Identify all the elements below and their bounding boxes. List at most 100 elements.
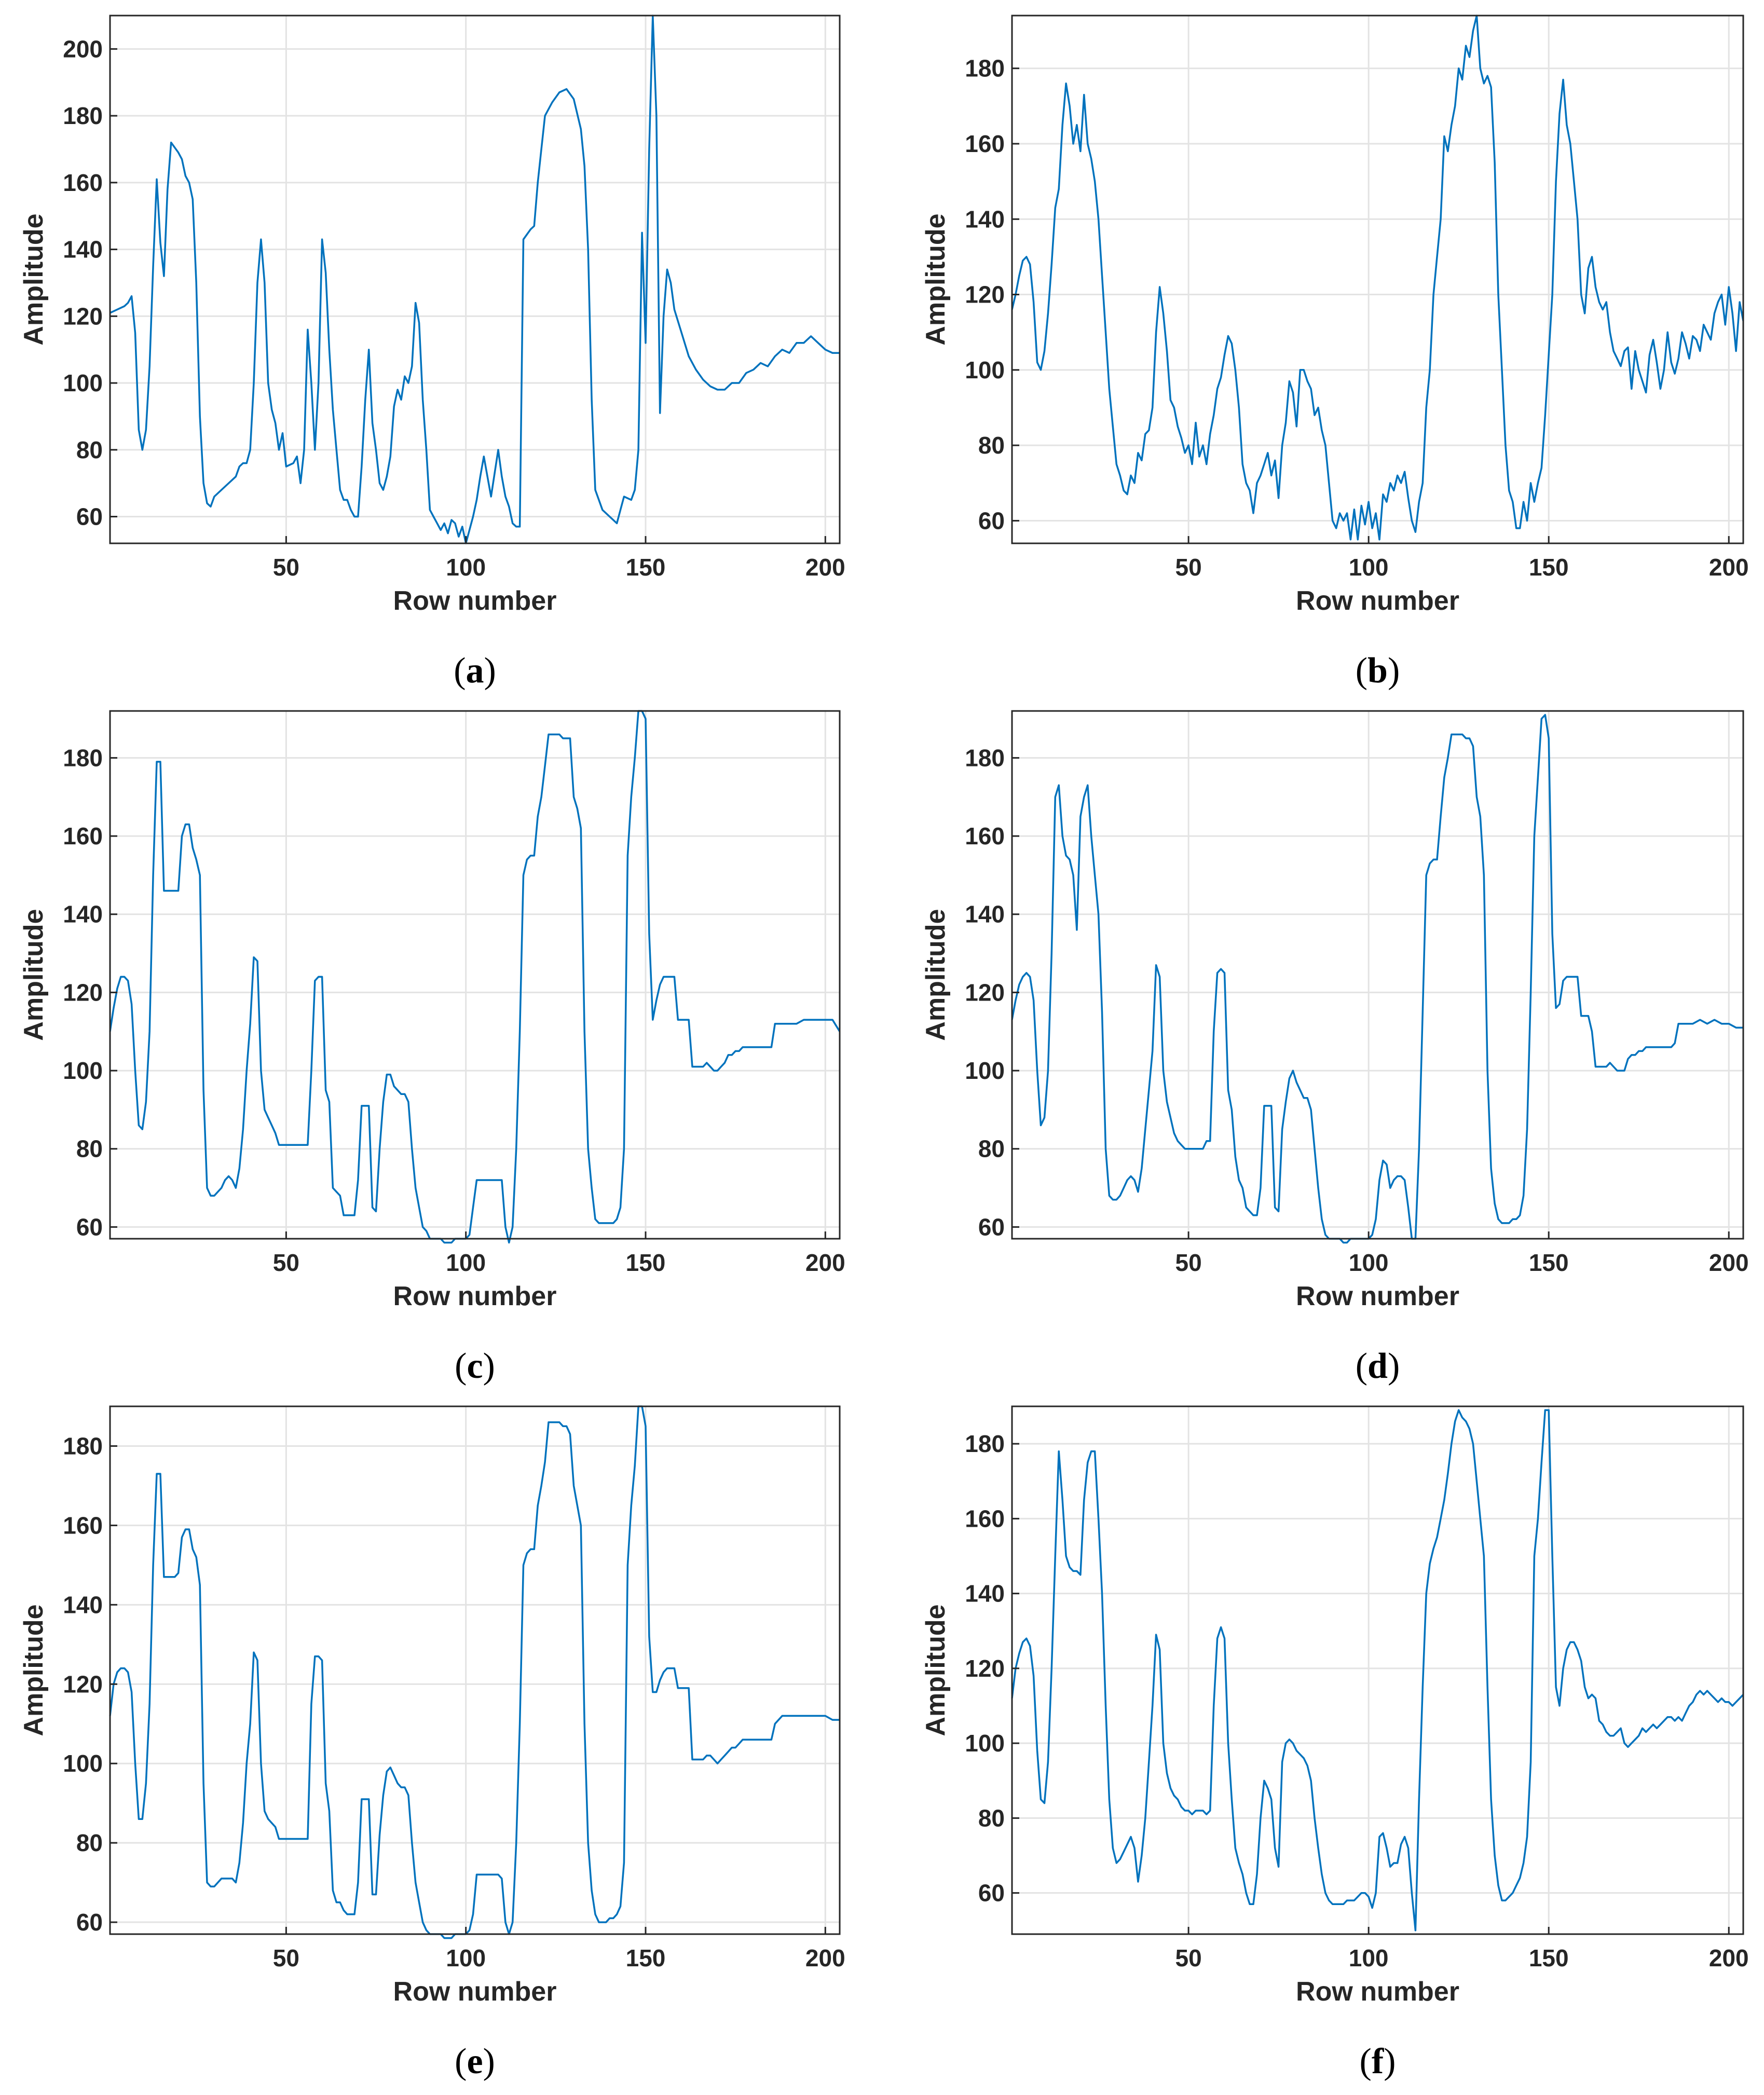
x-tick-label: 200 [1709,1249,1749,1276]
panel-caption: (e) [455,2042,495,2082]
x-tick-label: 150 [626,1249,666,1276]
panel-caption: (d) [1356,1346,1400,1386]
y-tick-label: 80 [76,1829,103,1856]
axes-frame [109,710,841,1240]
y-tick-label: 60 [76,1909,103,1936]
caption-letter: f [1372,2042,1384,2082]
x-tick-label: 50 [273,1249,299,1276]
y-tick-label: 100 [63,1057,103,1084]
y-tick-label: 160 [965,1505,1005,1532]
x-tick-label: 100 [446,1249,486,1276]
chart-panel-f: 50 100 150 200 60 80 100 120 140 160 180 Row number… [921,1405,1749,2082]
x-axis-label: Row number [393,1281,557,1311]
x-axis-label: Row number [1296,1977,1459,2007]
panel-caption: (c) [455,1346,495,1386]
y-tick-label: 140 [63,901,103,928]
plot-area [1012,711,1743,1239]
caption-close-paren: ) [484,651,496,691]
x-tick-label: 150 [1529,1249,1569,1276]
chart-panel-a: 50 100 150 200 60 80 100 120 140 160 180 200 Row num… [19,15,845,691]
x-tick-label: 150 [626,554,666,581]
y-tick-label: 80 [978,432,1005,459]
x-tick-label: 100 [1349,1945,1389,1971]
axes-frame [1011,1405,1744,1935]
x-tick-label: 100 [446,554,486,581]
caption-close-paren: ) [1388,1346,1400,1386]
plot-area [110,711,840,1239]
y-tick-label: 100 [965,357,1005,384]
y-axis-label: Amplitude [19,213,49,345]
axes-frame [109,1405,841,1935]
y-tick-label: 100 [965,1057,1005,1084]
y-tick-label: 180 [965,744,1005,771]
x-tick-label: 100 [446,1945,486,1971]
x-tick-label: 200 [805,1249,845,1276]
x-tick-label: 50 [273,1945,299,1971]
caption-close-paren: ) [1384,2042,1396,2082]
x-tick-label: 200 [805,1945,845,1971]
y-tick-label: 160 [63,823,103,850]
y-tick-label: 120 [965,979,1005,1006]
chart-panel-c: 50 100 150 200 60 80 100 120 140 160 180 Row number… [19,710,845,1386]
caption-letter: c [467,1346,483,1386]
y-axis-label: Amplitude [921,909,951,1040]
caption-open-paren: ( [455,2042,467,2082]
y-tick-label: 200 [63,35,103,62]
y-tick-label: 60 [76,503,103,530]
y-tick-label: 160 [965,823,1005,850]
y-tick-label: 140 [965,206,1005,232]
y-tick-label: 180 [965,1430,1005,1457]
y-tick-label: 180 [965,55,1005,82]
y-tick-label: 140 [63,1591,103,1618]
x-tick-label: 150 [626,1945,666,1971]
x-tick-label: 100 [1349,1249,1389,1276]
y-tick-label: 160 [63,1512,103,1539]
y-tick-label: 140 [965,901,1005,928]
y-tick-label: 80 [76,1135,103,1162]
y-axis-label: Amplitude [921,1604,951,1736]
y-axis-label: Amplitude [921,213,951,345]
y-axis-label: Amplitude [19,909,49,1040]
y-tick-label: 160 [63,169,103,196]
y-tick-label: 100 [63,1750,103,1777]
chart-panel-d: 50 100 150 200 60 80 100 120 140 160 180 Row number… [921,710,1749,1386]
plot-area [1012,16,1743,543]
x-tick-label: 50 [1175,1945,1202,1971]
y-axis-label: Amplitude [19,1604,49,1736]
x-tick-label: 50 [273,554,299,581]
axes-frame [1011,15,1744,544]
axes-frame [1011,710,1744,1240]
axes-frame [109,15,841,544]
x-tick-label: 100 [1349,554,1389,581]
series-line-amplitude [1011,15,1744,541]
y-tick-label: 80 [76,436,103,463]
y-tick-label: 120 [965,281,1005,308]
y-tick-label: 140 [965,1580,1005,1607]
x-axis-label: Row number [1296,1281,1459,1311]
caption-letter: a [466,651,484,691]
x-tick-label: 150 [1529,1945,1569,1971]
caption-open-paren: ( [1360,2042,1372,2082]
caption-open-paren: ( [455,1346,467,1386]
x-tick-label: 50 [1175,554,1202,581]
caption-letter: b [1368,651,1388,691]
y-tick-label: 180 [63,102,103,129]
y-tick-label: 180 [63,1432,103,1459]
y-tick-label: 60 [978,1880,1005,1907]
caption-open-paren: ( [1356,1346,1368,1386]
y-tick-label: 100 [965,1730,1005,1757]
x-tick-label: 200 [1709,1945,1749,1971]
panel-caption: (a) [454,651,496,691]
y-tick-label: 120 [63,979,103,1006]
x-tick-label: 50 [1175,1249,1202,1276]
y-tick-label: 60 [978,507,1005,534]
y-tick-label: 60 [76,1213,103,1240]
x-axis-label: Row number [1296,586,1459,616]
y-tick-label: 140 [63,236,103,263]
caption-close-paren: ) [483,1346,495,1386]
y-tick-label: 120 [63,303,103,330]
chart-panel-b: 50 100 150 200 60 80 100 120 140 160 180 Row number… [921,15,1749,691]
plot-area [110,16,840,543]
y-tick-label: 160 [965,130,1005,157]
